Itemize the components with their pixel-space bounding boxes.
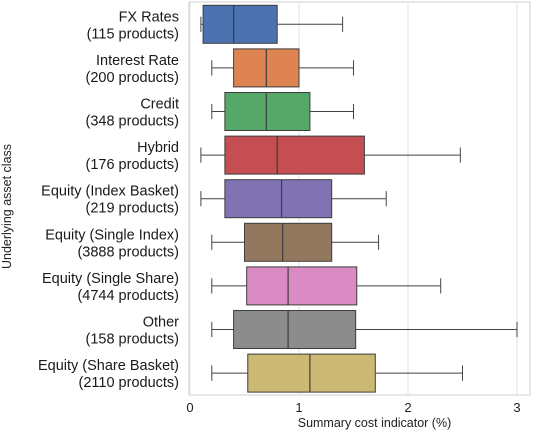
category-label: Other (143, 315, 179, 331)
box-iqr (246, 266, 358, 306)
box-series (200, 4, 518, 393)
category-label: Equity (Single Share) (42, 271, 179, 287)
category-count-label: (176 products) (86, 157, 180, 173)
box-group (200, 135, 461, 175)
category-count-label: (219 products) (86, 201, 180, 217)
category-count-label: (2110 products) (79, 375, 179, 391)
box-iqr (202, 4, 278, 44)
category-label: Equity (Index Basket) (41, 184, 179, 200)
category-label: Hybrid (137, 140, 179, 156)
x-tick-label: 3 (513, 400, 520, 415)
box-group (200, 4, 344, 44)
category-count-label: (158 products) (86, 332, 180, 348)
x-tick-label: 2 (404, 400, 411, 415)
box-iqr (224, 135, 365, 175)
box-iqr (244, 222, 333, 262)
category-label: FX Rates (119, 9, 179, 25)
x-tick-labels: 0 1 2 3 (186, 400, 520, 415)
y-axis-title: Underlying asset class (0, 144, 14, 269)
box-iqr (224, 179, 333, 219)
box-iqr (224, 92, 311, 131)
x-tick-label: 1 (295, 400, 302, 415)
box-iqr (247, 353, 376, 393)
category-label: Equity (Share Basket) (38, 358, 179, 374)
category-count-label: (3888 products) (77, 244, 179, 260)
box-iqr (233, 310, 357, 349)
category-count-label: (115 products) (87, 26, 179, 42)
box-group (211, 310, 518, 349)
category-labels: FX Rates(115 products) Interest Rate(200 … (38, 9, 179, 391)
category-label: Interest Rate (96, 53, 179, 69)
x-axis-title: Summary cost indicator (%) (298, 416, 452, 430)
box-group (200, 179, 387, 219)
category-label: Credit (140, 97, 179, 113)
box-group (211, 92, 354, 131)
box-group (211, 48, 354, 88)
category-count-label: (348 products) (86, 114, 180, 130)
category-label: Equity (Single Index) (45, 227, 179, 243)
x-tick-label: 0 (186, 400, 193, 415)
category-count-label: (200 products) (86, 70, 180, 86)
box-group (211, 222, 380, 262)
box-group (211, 353, 463, 393)
plot-frame (188, 1, 531, 396)
category-count-label: (4744 products) (77, 288, 179, 304)
box-group (211, 266, 442, 306)
